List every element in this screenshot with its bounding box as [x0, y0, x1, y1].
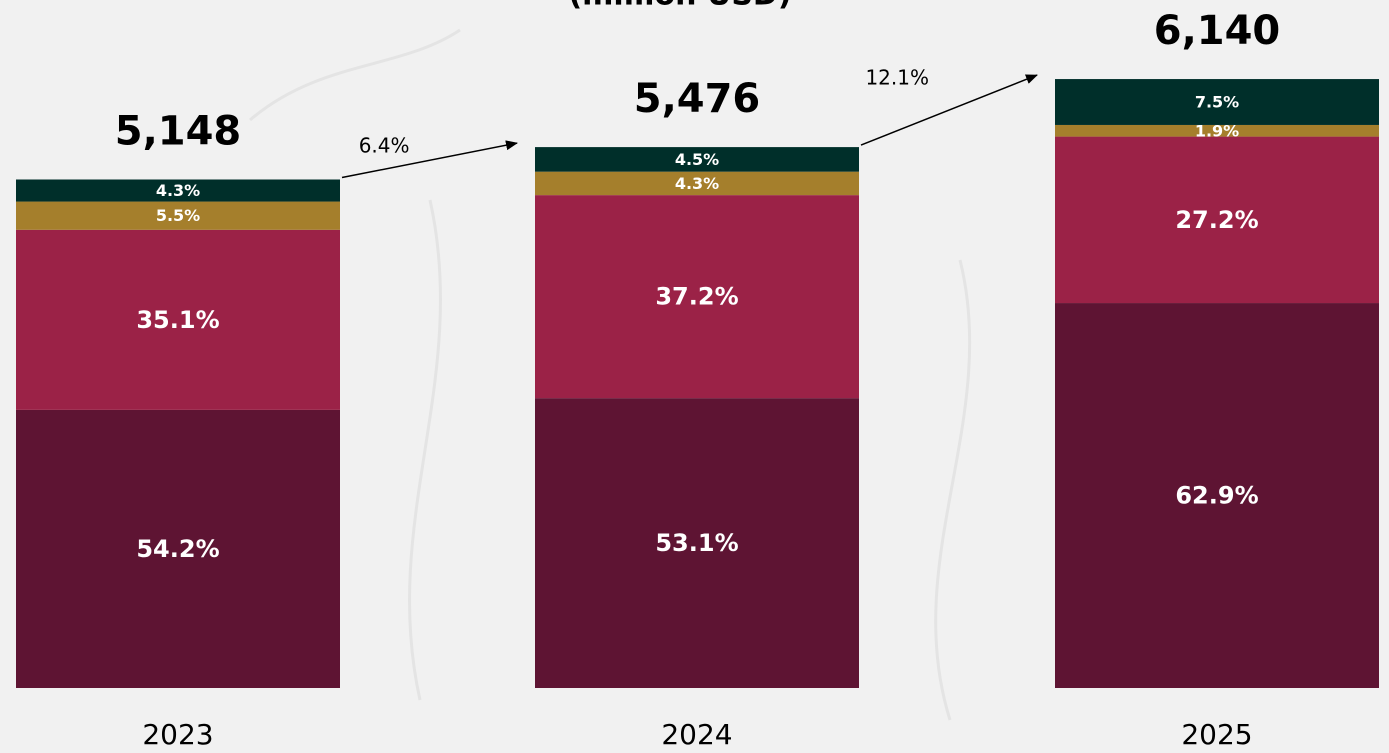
data-label: 7.5%: [1195, 93, 1239, 112]
bar-segment: [535, 147, 859, 172]
bar-segment: [1055, 124, 1379, 137]
background-pattern: [249, 28, 972, 721]
x-tick-label: 2023: [142, 718, 213, 751]
data-label: 54.2%: [136, 535, 219, 563]
bar-segment: [16, 229, 340, 410]
data-label: 53.1%: [655, 529, 738, 557]
bar-segment: [1055, 136, 1379, 304]
bar-segment: [535, 171, 859, 196]
bar-segment: [535, 195, 859, 399]
data-label: 5.5%: [156, 206, 200, 225]
growth-label: 6.4%: [359, 134, 410, 158]
data-label: 37.2%: [655, 283, 738, 311]
data-label: 62.9%: [1175, 482, 1258, 510]
growth-arrow: [341, 140, 518, 179]
bar-segment: [16, 201, 340, 230]
bar-segment: [535, 398, 859, 688]
growth-arrow: [860, 74, 1038, 146]
data-label: 4.3%: [675, 174, 719, 193]
bar-segment: [1055, 303, 1379, 688]
chart-subtitle: (million USD): [568, 0, 791, 13]
data-label: 1.9%: [1195, 121, 1239, 140]
total-label: 5,148: [115, 108, 242, 154]
data-label: 4.3%: [156, 181, 200, 200]
growth-label: 12.1%: [865, 66, 929, 90]
total-label: 6,140: [1154, 8, 1281, 54]
bar-segment: [16, 179, 340, 202]
x-tick-label: 2024: [661, 718, 732, 751]
total-label: 5,476: [634, 76, 761, 122]
data-label: 35.1%: [136, 306, 219, 334]
data-label: 27.2%: [1175, 206, 1258, 234]
x-tick-label: 2025: [1181, 718, 1252, 751]
bar-segment: [1055, 79, 1379, 125]
bar-segment: [16, 409, 340, 688]
data-label: 4.5%: [675, 150, 719, 169]
